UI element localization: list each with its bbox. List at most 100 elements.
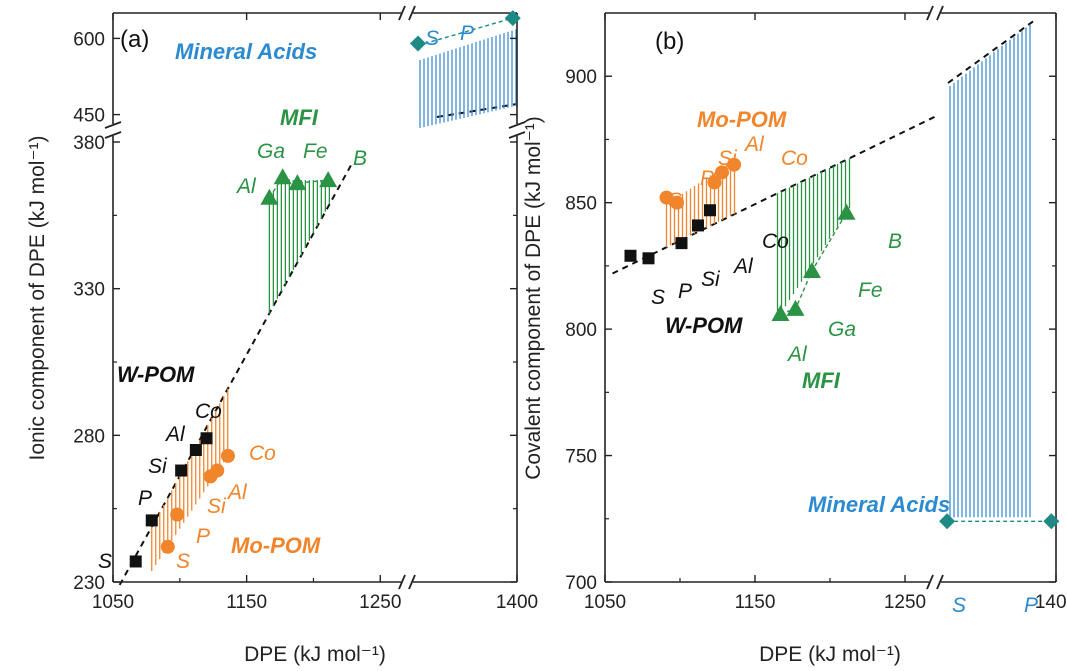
trend-line <box>118 164 352 586</box>
axis-break-mark <box>104 121 122 129</box>
axis-break-mark <box>926 574 934 590</box>
y-tick-label: 900 <box>565 67 597 88</box>
marker-mfi <box>260 188 279 205</box>
point-label: Si <box>701 268 721 291</box>
mfi-connector <box>780 212 848 315</box>
point-label: P <box>700 167 714 190</box>
series-label-mfi: MFI <box>802 368 841 393</box>
marker-mo-pom <box>659 190 674 205</box>
series-label-mo-pom: Mo-POM <box>231 533 321 558</box>
point-label: P <box>1024 594 1038 617</box>
marker-mfi <box>288 174 307 191</box>
point-label: Si <box>718 147 738 170</box>
point-label: S <box>98 550 112 573</box>
marker-w-pom <box>692 219 704 232</box>
point-label: S <box>176 550 190 573</box>
point-label: Al <box>732 255 754 278</box>
marker-mo-pom <box>210 463 225 478</box>
y-tick-label: 850 <box>565 194 597 215</box>
marker-mfi <box>786 299 805 316</box>
point-label: Fe <box>303 140 328 163</box>
trend-line <box>947 19 1036 84</box>
point-label: P <box>460 22 474 45</box>
x-tick-label: 1050 <box>584 592 626 613</box>
panel-label-a: (a) <box>120 26 149 53</box>
point-label: Si <box>148 455 168 478</box>
marker-mineral-acids <box>939 513 956 530</box>
trend-line <box>612 115 936 275</box>
point-label: Ga <box>257 140 285 163</box>
point-label: S <box>952 594 966 617</box>
point-label: P <box>678 280 692 303</box>
y-tick-label: 700 <box>565 573 597 594</box>
point-label: S <box>651 286 665 309</box>
point-label: Si <box>207 495 227 518</box>
x-tick-label: 1150 <box>226 592 267 613</box>
point-label: Al <box>786 343 808 366</box>
series-label-mfi: MFI <box>280 105 319 130</box>
axis-break-mark <box>926 5 934 21</box>
y-tick-label: 230 <box>73 573 105 594</box>
y-tick-label: 330 <box>73 280 105 301</box>
axis-break-mark <box>936 574 944 590</box>
series-label-w-pom: W-POM <box>117 362 195 387</box>
panel-label-b: (b) <box>655 28 684 55</box>
y-tick-label: 450 <box>73 106 105 127</box>
point-label: S <box>425 27 439 50</box>
x-tick-label: 1250 <box>884 592 926 613</box>
marker-mfi <box>771 304 790 321</box>
x-axis-label: DPE (kJ mol⁻¹) <box>759 643 901 666</box>
marker-w-pom <box>200 432 213 445</box>
y-tick-label: 800 <box>565 320 597 341</box>
marker-w-pom <box>675 237 688 250</box>
point-label: B <box>888 230 902 253</box>
y-tick-label: 280 <box>73 426 105 447</box>
marker-mineral-acids <box>504 10 521 27</box>
marker-mo-pom <box>727 157 741 172</box>
series-label-mineral-acids: Mineral Acids <box>808 492 950 517</box>
point-label: B <box>353 147 367 170</box>
x-tick-label: 1050 <box>92 592 134 613</box>
x-tick-label: 1400 <box>496 592 538 613</box>
marker-mo-pom <box>220 448 235 463</box>
marker-mo-pom <box>670 195 684 210</box>
point-label: Al <box>226 481 248 504</box>
axis-break-mark <box>398 574 406 590</box>
marker-w-pom <box>704 204 716 217</box>
point-label: Co <box>249 442 276 465</box>
x-tick-label: 1250 <box>359 592 401 613</box>
axis-break-mark <box>936 5 944 21</box>
marker-mo-pom <box>160 539 175 554</box>
series-label-mo-pom: Mo-POM <box>697 107 787 132</box>
marker-w-pom <box>642 252 655 265</box>
point-label: Ga <box>828 318 856 341</box>
marker-w-pom <box>189 444 202 456</box>
marker-mfi <box>803 261 821 278</box>
point-label: P <box>196 525 210 548</box>
axis-break-mark <box>408 5 416 21</box>
mineral-acids-connector <box>417 17 513 47</box>
marker-w-pom <box>129 555 142 568</box>
panel-b: 7007508008509001050115012501400SPSiAlCoS… <box>522 5 1067 666</box>
trend-line <box>436 103 518 118</box>
point-label: Al <box>235 175 257 198</box>
marker-mo-pom <box>170 507 185 522</box>
x-tick-label: 1400 <box>1035 592 1067 613</box>
marker-w-pom <box>145 514 158 527</box>
y-axis-label: Covalent component of DPE (kJ mol⁻¹) <box>522 116 545 480</box>
x-axis-label: DPE (kJ mol⁻¹) <box>244 643 386 666</box>
axis-break-mark <box>104 131 122 139</box>
point-label: Co <box>781 147 808 170</box>
marker-mfi <box>273 168 292 185</box>
y-tick-label: 600 <box>73 29 105 50</box>
y-tick-label: 380 <box>73 133 105 154</box>
point-label: Al <box>164 423 186 446</box>
marker-mineral-acids <box>410 35 426 52</box>
x-tick-label: 1150 <box>735 592 776 613</box>
axis-break-mark <box>508 121 526 129</box>
marker-mineral-acids <box>1043 513 1060 530</box>
point-label: Co <box>762 230 789 253</box>
y-tick-label: 750 <box>565 447 597 468</box>
marker-mfi <box>319 171 338 188</box>
point-label: P <box>138 487 152 510</box>
